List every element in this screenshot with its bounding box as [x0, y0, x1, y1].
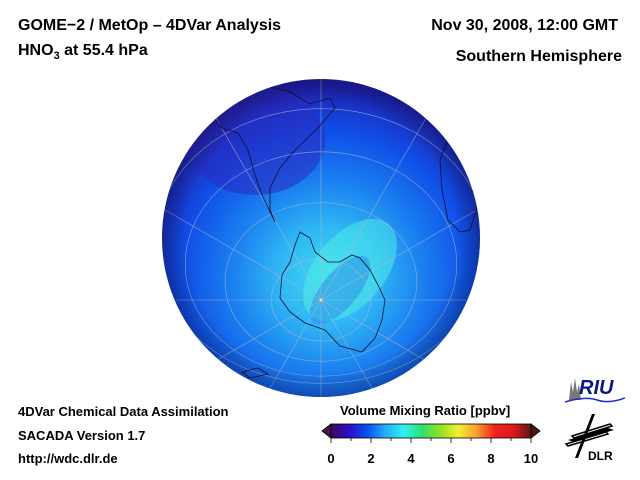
- footer-system: 4DVar Chemical Data Assimilation: [18, 404, 229, 419]
- map-title: GOME−2 / MetOp – 4DVar Analysis: [18, 17, 282, 34]
- colorbar-tick-label: 4: [407, 451, 415, 466]
- river-icon: [565, 397, 625, 403]
- dlr-emblem-icon: [564, 414, 614, 458]
- colorbar-tick-label: 10: [523, 451, 539, 466]
- footer-version: SACADA Version 1.7: [18, 428, 146, 443]
- dlr-logo: DLR: [564, 414, 614, 463]
- colorbar-tick-label: 6: [447, 451, 455, 466]
- cathedral-icon: [569, 378, 581, 400]
- colorbar-tick-label: 8: [487, 451, 495, 466]
- colorbar-title: Volume Mixing Ratio [ppbv]: [340, 403, 511, 418]
- pressure-level: at 55.4 hPa: [59, 42, 148, 59]
- footer-url[interactable]: http://wdc.dlr.de: [18, 451, 118, 466]
- colorbar-tick-label: 0: [327, 451, 335, 466]
- colorbar-extend-low: [321, 423, 332, 439]
- dlr-text: DLR: [588, 449, 613, 463]
- species-name: HNO: [18, 42, 54, 59]
- species-subscript: 3: [53, 50, 60, 63]
- species-label: HNO3 at 55.4 hPa: [18, 42, 148, 62]
- hemisphere-label: Southern Hemisphere: [455, 48, 622, 65]
- colorbar: [321, 423, 541, 443]
- colorbar-bar: [330, 423, 532, 439]
- globe-limb: [162, 79, 480, 397]
- analysis-datetime: Nov 30, 2008, 12:00 GMT: [431, 17, 618, 34]
- riu-text: RIU: [579, 377, 614, 399]
- riu-logo: RIU: [565, 377, 625, 403]
- colorbar-extend-high: [530, 423, 541, 439]
- colorbar-tick-label: 2: [367, 451, 375, 466]
